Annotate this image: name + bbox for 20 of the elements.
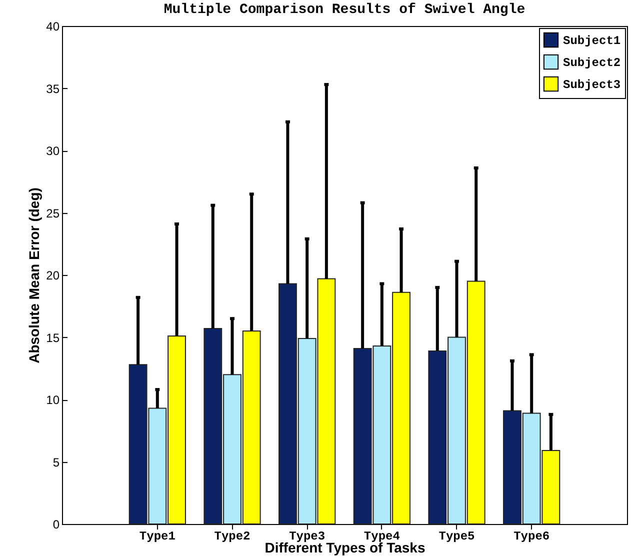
x-tick-label: Type5 [438,530,475,544]
x-tick-label: Type6 [514,530,550,544]
x-tick-label: Type2 [214,530,250,544]
y-tick-label: 5 [52,455,60,470]
y-tick-label: 20 [46,268,60,282]
legend-label: Subject2 [563,56,621,70]
y-tick-label: 40 [46,20,60,34]
chart-title: Multiple Comparison Results of Swivel Angle [164,2,526,18]
y-tick-label: 0 [52,518,60,532]
y-tick-label: 30 [46,144,60,158]
legend-label: Subject1 [563,34,621,48]
x-tick-label: Type1 [139,530,176,544]
y-tick-label: 25 [46,206,60,220]
y-tick-label: 15 [46,330,60,345]
y-tick-label: 10 [46,393,60,407]
x-tick-label: Type4 [364,530,400,544]
y-axis-title: Absolute Mean Error (deg) [26,188,42,364]
legend-label: Subject3 [563,78,621,92]
y-tick-label: 35 [46,82,60,96]
x-tick-label: Type3 [289,530,326,544]
